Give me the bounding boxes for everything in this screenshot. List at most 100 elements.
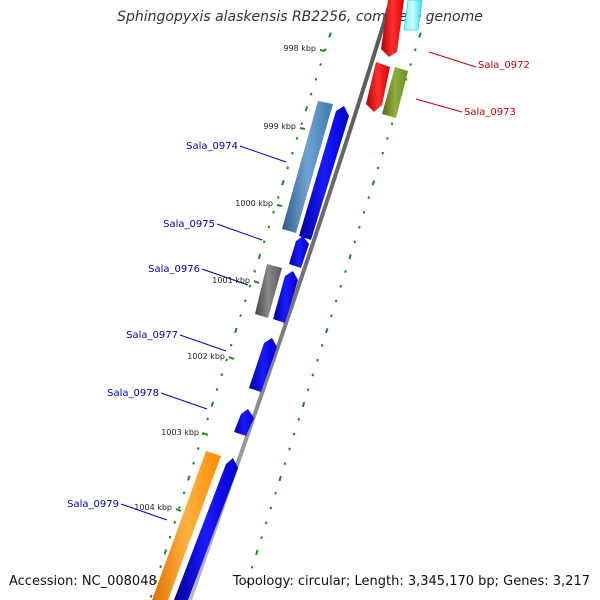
inner-tick-dot [414,48,417,52]
outer-tick-dot [276,196,280,199]
outer-tick-dot [243,299,247,303]
cyan-feature [403,0,423,31]
kbp-label-1000: 1000 kbp [235,199,273,208]
outer-tick-dot [234,327,238,334]
gene-label-sala-0974: Sala_0974 [186,141,238,152]
outer-tick-dot [215,388,219,391]
gene-label-sala-0978: Sala_0978 [107,388,159,399]
leader-sala-0978 [160,392,208,410]
outer-tick-dot [319,63,322,67]
kbp-tick-1004 [175,508,182,512]
inner-tick-dot [334,299,338,303]
outer-tick-dot [220,373,224,377]
outer-tick-dot [257,253,262,260]
inner-tick-dot [404,77,408,81]
inner-tick-dot [362,210,366,214]
outer-tick-dot [159,565,162,569]
outer-tick-dot [328,32,332,38]
genome-info-text: Topology: circular; Length: 3,345,170 bp… [232,574,590,589]
inner-tick-dot [358,225,361,229]
leader-sala-0976 [201,268,249,286]
kbp-label-999: 999 kbp [263,122,296,131]
cds-forward-sala-0975 [289,236,309,268]
gene-label-sala-0972: Sala_0972 [478,60,530,71]
kbp-tick-1001 [253,280,260,284]
leader-sala-0973 [415,98,463,113]
inner-tick-dot [418,32,422,38]
gene-label-sala-0979: Sala_0979 [67,499,119,510]
accession-text: Accession: NC_008048 [9,574,157,589]
outer-tick-dot [187,475,191,481]
kbp-label-1001: 1001 kbp [212,276,250,285]
kbp-tick-998 [319,49,326,52]
inner-tick-dot [246,580,249,584]
kbp-tick-1002 [228,356,235,360]
inner-tick-dot [381,151,385,155]
inner-tick-dot [269,506,273,510]
outer-tick-dot [229,343,233,347]
outer-tick-dot [210,401,215,407]
feature-orange-sala-0979 [152,451,221,600]
leader-sala-0972 [428,51,477,68]
outer-tick-dot [281,180,285,186]
outer-tick-dot [304,106,309,112]
inner-tick-dot [316,358,319,362]
feature-steelblue-sala-0974 [282,101,333,233]
outer-tick-dot [286,166,289,170]
outer-tick-dot [206,417,209,421]
outer-tick-dot [163,549,168,555]
inner-tick-dot [386,137,389,140]
inner-tick-dot [255,549,259,556]
gene-label-sala-0977: Sala_0977 [126,330,178,341]
gene-label-sala-0976: Sala_0976 [148,264,200,275]
inner-tick-dot [301,401,306,408]
outer-tick-dot [225,358,228,362]
inner-tick-dot [409,63,412,66]
outer-tick-dot [154,579,158,583]
inner-tick-dot [325,327,329,334]
kbp-label-1002: 1002 kbp [187,352,225,361]
inner-tick-dot [283,462,287,466]
cds-forward-sala-0977 [249,338,277,392]
inner-tick-dot [264,521,268,525]
kbp-label-1004: 1004 kbp [134,503,172,512]
outer-tick-dot [272,210,275,214]
outer-tick-dot [248,284,252,288]
outer-tick-dot [309,92,313,96]
inner-tick-dot [330,314,333,318]
feature-olive-sala-0973 [382,67,408,118]
kbp-label-998: 998 kbp [283,44,316,53]
kbp-tick-1000 [276,204,283,207]
inner-tick-dot [320,344,324,347]
leader-sala-0975 [216,223,263,241]
kbp-label-1003: 1003 kbp [161,428,199,437]
inner-tick-dot [306,388,310,392]
outer-tick-dot [149,594,153,598]
outer-tick-track [149,32,332,598]
outer-tick-dot [182,491,186,495]
cds-forward-sala-0974 [299,106,349,240]
outer-tick-dot [168,535,172,539]
outer-tick-dot [314,77,318,81]
outer-tick-dot [253,269,257,273]
outer-tick-dot [196,447,200,450]
outer-tick-dot [300,122,304,126]
kbp-tick-999 [299,127,306,130]
inner-tick-dot [344,270,347,273]
outer-tick-dot [192,461,195,465]
outer-tick-dot [173,520,177,524]
inner-tick-dot [348,254,352,260]
outer-tick-dot [178,506,181,510]
inner-tick-dot [274,491,277,495]
inner-tick-dot [260,536,263,540]
outer-tick-dot [239,314,242,318]
inner-tick-dot [311,373,315,377]
inner-tick-dot [250,565,254,569]
cds-reverse-sala-0972 [366,62,390,112]
inner-tick-dot [376,166,380,170]
inner-tick-dot [297,417,301,421]
cds-forward-sala-0976 [273,271,298,323]
cds-forward-sala-0979 [174,458,238,600]
